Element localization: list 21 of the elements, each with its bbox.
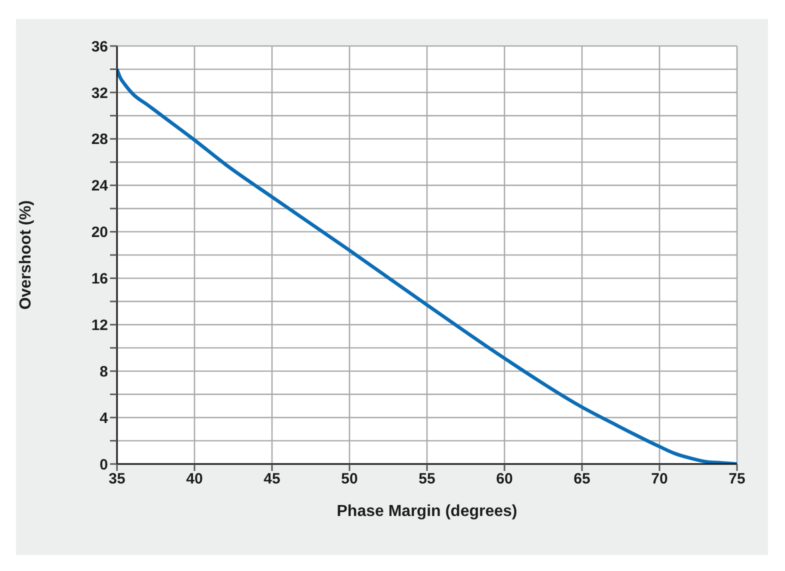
y-tick-label: 12: [91, 316, 108, 334]
x-tick-label: 70: [651, 470, 668, 488]
y-tick-label: 0: [100, 456, 108, 474]
y-tick-label: 4: [100, 410, 109, 427]
x-tick-label: 55: [418, 470, 436, 488]
y-tick-label: 8: [100, 363, 108, 380]
x-tick-label: 60: [496, 470, 513, 488]
y-tick-label: 32: [91, 84, 108, 102]
y-tick-label: 20: [91, 224, 108, 242]
y-tick-label: 24: [91, 178, 109, 195]
x-tick-label: 50: [341, 470, 358, 488]
y-tick-label: 16: [91, 270, 108, 288]
x-tick-label: 45: [264, 470, 280, 488]
x-tick-label: 75: [728, 470, 746, 488]
x-tick-label: 65: [574, 470, 590, 488]
y-tick-label: 36: [91, 38, 108, 56]
x-axis-title: Phase Margin (degrees): [336, 503, 518, 520]
y-axis-title: Overshoot (%): [18, 200, 35, 310]
x-tick-label: 35: [108, 470, 126, 488]
y-tick-label: 28: [91, 131, 108, 148]
x-tick-label: 40: [186, 470, 203, 488]
